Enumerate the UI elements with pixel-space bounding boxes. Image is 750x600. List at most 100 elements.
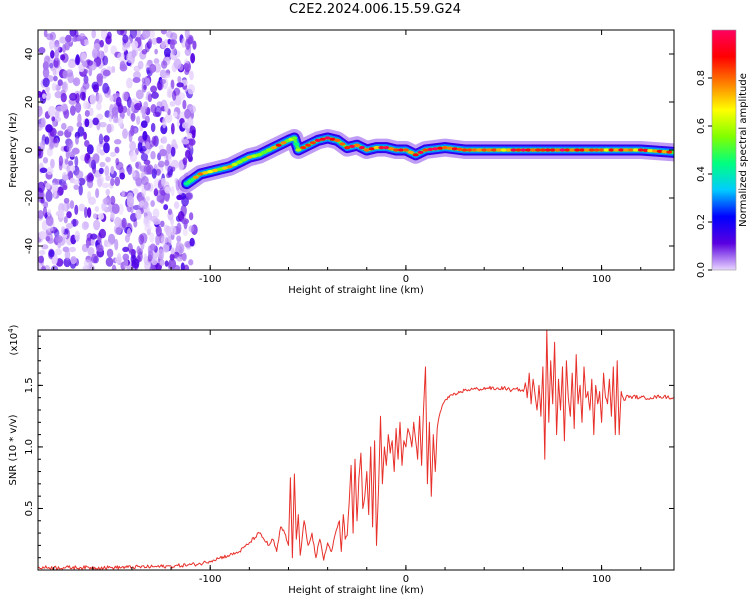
snr-x-ticks: -100 0 100 xyxy=(53,330,642,585)
ridge-core-mark xyxy=(666,150,673,154)
noise-blob xyxy=(46,209,52,217)
snr-y-ticks: 0.5 1.0 1.5 xyxy=(24,335,674,559)
colorbar-tick-label: 0.2 xyxy=(696,214,707,230)
noise-blob xyxy=(59,36,67,44)
noise-blob xyxy=(181,218,190,225)
noise-blob xyxy=(81,52,87,61)
noise-blob xyxy=(177,75,182,83)
noise-blob xyxy=(63,197,70,204)
noise-blob xyxy=(69,165,76,172)
ridge-core-mark xyxy=(603,148,610,152)
noise-blob xyxy=(143,182,151,191)
noise-blob xyxy=(84,110,90,117)
noise-blob xyxy=(145,141,150,150)
noise-blob xyxy=(69,105,76,116)
noise-blob xyxy=(160,40,166,49)
noise-blob xyxy=(114,238,119,251)
noise-blob xyxy=(69,150,76,157)
ridge-core-mark xyxy=(412,153,419,157)
noise-blob xyxy=(184,47,192,57)
ridge-core-mark xyxy=(402,148,409,152)
noise-blob xyxy=(152,111,161,117)
ridge-core-mark xyxy=(422,148,429,152)
noise-blob xyxy=(96,73,103,83)
noise-blob xyxy=(164,159,170,167)
noise-blob xyxy=(187,84,195,95)
noise-blob xyxy=(155,234,161,246)
noise-blob xyxy=(162,244,170,253)
noise-blob xyxy=(53,57,61,69)
ridge-core-mark xyxy=(505,148,512,152)
noise-blob xyxy=(142,130,148,141)
noise-blob xyxy=(42,77,50,88)
noise-blob xyxy=(57,79,63,86)
noise-blob xyxy=(93,43,101,50)
noise-blob xyxy=(55,248,63,256)
noise-blob xyxy=(47,105,56,117)
noise-blob xyxy=(87,207,92,218)
noise-blob xyxy=(45,182,51,190)
noise-blob xyxy=(151,91,159,99)
snr-panel: -100 0 100 0.5 1.0 1.5 Height of straight li… xyxy=(7,324,675,596)
noise-blob xyxy=(172,111,178,118)
noise-blob xyxy=(68,246,77,253)
noise-blob xyxy=(54,43,61,52)
noise-blob xyxy=(40,197,45,204)
ridge-core-mark xyxy=(539,148,546,152)
noise-blob xyxy=(154,62,162,73)
noise-blob xyxy=(140,105,146,115)
ridge-core-mark xyxy=(481,148,488,152)
noise-blob xyxy=(103,135,110,143)
noise-blob xyxy=(38,262,42,270)
noise-blob xyxy=(91,253,98,264)
ridge-core-mark xyxy=(451,147,458,151)
noise-blob xyxy=(41,244,49,250)
noise-blob xyxy=(62,43,66,53)
ridge-core-mark xyxy=(442,146,449,150)
noise-blob xyxy=(38,105,43,117)
noise-blob xyxy=(86,144,94,155)
noise-blob xyxy=(122,34,129,44)
noise-blob xyxy=(95,188,100,199)
noise-blob xyxy=(67,60,76,69)
colorbar-tick-label: 0.6 xyxy=(696,118,707,134)
ridge-core-mark xyxy=(651,149,658,153)
noise-blob xyxy=(116,30,125,36)
noise-blob xyxy=(131,49,137,59)
noise-blob xyxy=(87,60,94,66)
spectrogram-x-tick-label: -100 xyxy=(199,274,222,285)
ridge-core-mark xyxy=(344,146,351,150)
noise-blob xyxy=(163,47,172,58)
noise-blob xyxy=(135,89,144,100)
noise-blob xyxy=(167,165,174,176)
noise-blob xyxy=(135,209,142,220)
noise-blob xyxy=(111,106,119,116)
noise-blob xyxy=(57,130,64,137)
noise-blob xyxy=(103,142,110,154)
ridge-core-mark xyxy=(334,138,341,142)
noise-blob xyxy=(69,30,77,37)
noise-blob xyxy=(96,102,102,111)
noise-blob xyxy=(105,188,111,196)
noise-blob xyxy=(109,95,114,102)
noise-blob xyxy=(101,182,110,189)
noise-blob xyxy=(54,49,60,59)
ridge-core-mark xyxy=(393,148,400,152)
ridge-core-mark xyxy=(261,150,268,154)
snr-y-tick-label: 1.0 xyxy=(24,439,35,455)
noise-blob xyxy=(159,220,165,228)
noise-blob xyxy=(176,82,184,88)
noise-blob xyxy=(117,52,125,62)
noise-blob xyxy=(116,252,122,263)
noise-blob xyxy=(163,204,169,211)
noise-blob xyxy=(152,218,161,225)
noise-blob xyxy=(41,265,46,270)
noise-blob xyxy=(153,188,159,197)
noise-blob xyxy=(170,247,175,255)
noise-blob xyxy=(150,151,156,160)
noise-blob xyxy=(42,156,49,164)
noise-blob xyxy=(169,253,175,261)
ridge-core-mark xyxy=(212,168,219,172)
noise-blob xyxy=(46,33,54,41)
ridge-core-mark xyxy=(216,167,223,171)
